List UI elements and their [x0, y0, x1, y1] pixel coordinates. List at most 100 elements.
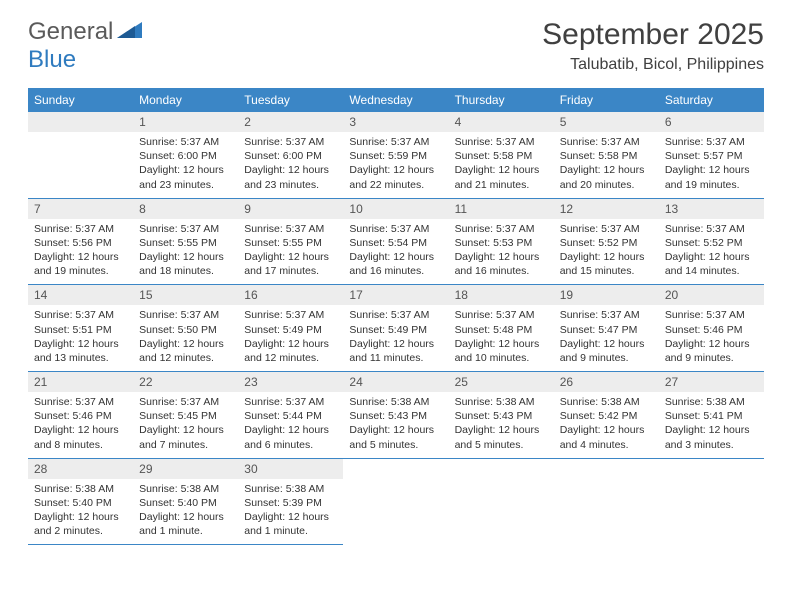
calendar-day-cell: 16Sunrise: 5:37 AMSunset: 5:49 PMDayligh…: [238, 285, 343, 372]
day-details: Sunrise: 5:37 AMSunset: 5:57 PMDaylight:…: [659, 132, 764, 198]
calendar-day-cell: 1Sunrise: 5:37 AMSunset: 6:00 PMDaylight…: [133, 112, 238, 198]
day-details: Sunrise: 5:37 AMSunset: 5:44 PMDaylight:…: [238, 392, 343, 458]
sunset-text: Sunset: 5:59 PM: [349, 149, 442, 163]
day-number: 14: [28, 285, 133, 305]
day-details: Sunrise: 5:37 AMSunset: 5:49 PMDaylight:…: [238, 305, 343, 371]
calendar-week-row: 7Sunrise: 5:37 AMSunset: 5:56 PMDaylight…: [28, 198, 764, 285]
weekday-header: Thursday: [449, 88, 554, 112]
daylight-text: Daylight: 12 hours and 16 minutes.: [349, 250, 442, 278]
sunrise-text: Sunrise: 5:38 AM: [349, 395, 442, 409]
calendar-day-cell: 27Sunrise: 5:38 AMSunset: 5:41 PMDayligh…: [659, 372, 764, 459]
daylight-text: Daylight: 12 hours and 16 minutes.: [455, 250, 548, 278]
sunset-text: Sunset: 5:49 PM: [349, 323, 442, 337]
sunset-text: Sunset: 5:50 PM: [139, 323, 232, 337]
sunrise-text: Sunrise: 5:37 AM: [455, 222, 548, 236]
calendar-day-cell: 28 Sunrise: 5:38 AMSunset: 5:40 PMDayligh…: [28, 458, 133, 545]
daylight-text: Daylight: 12 hours and 2 minutes.: [34, 510, 127, 538]
sunrise-text: Sunrise: 5:37 AM: [665, 308, 758, 322]
calendar-day-cell: 18Sunrise: 5:37 AMSunset: 5:48 PMDayligh…: [449, 285, 554, 372]
calendar-day-cell: 23Sunrise: 5:37 AMSunset: 5:44 PMDayligh…: [238, 372, 343, 459]
sunrise-text: Sunrise: 5:37 AM: [34, 222, 127, 236]
sunset-text: Sunset: 5:40 PM: [34, 496, 127, 510]
calendar-day-cell: 20Sunrise: 5:37 AMSunset: 5:46 PMDayligh…: [659, 285, 764, 372]
day-details: Sunrise: 5:38 AMSunset: 5:42 PMDaylight:…: [554, 392, 659, 458]
location: Talubatib, Bicol, Philippines: [542, 56, 764, 74]
daylight-text: Daylight: 12 hours and 3 minutes.: [665, 423, 758, 451]
day-number: 26: [554, 372, 659, 392]
daylight-text: Daylight: 12 hours and 19 minutes.: [665, 163, 758, 191]
calendar-day-cell: 21Sunrise: 5:37 AMSunset: 5:46 PMDayligh…: [28, 372, 133, 459]
sunrise-text: Sunrise: 5:38 AM: [455, 395, 548, 409]
day-number: 1: [133, 112, 238, 132]
sunrise-text: Sunrise: 5:38 AM: [560, 395, 653, 409]
day-number: 11: [449, 199, 554, 219]
day-details: Sunrise: 5:38 AMSunset: 5:41 PMDaylight:…: [659, 392, 764, 458]
sunset-text: Sunset: 5:44 PM: [244, 409, 337, 423]
day-number: 17: [343, 285, 448, 305]
weekday-header: Tuesday: [238, 88, 343, 112]
sunset-text: Sunset: 5:46 PM: [34, 409, 127, 423]
day-details: Sunrise: 5:37 AMSunset: 5:58 PMDaylight:…: [554, 132, 659, 198]
calendar-day-cell: [343, 458, 448, 545]
logo-word2: Blue: [28, 46, 76, 73]
weekday-header: Saturday: [659, 88, 764, 112]
day-details: Sunrise: 5:38 AMSunset: 5:43 PMDaylight:…: [343, 392, 448, 458]
calendar-day-cell: 2Sunrise: 5:37 AMSunset: 6:00 PMDaylight…: [238, 112, 343, 198]
day-details: Sunrise: 5:37 AMSunset: 5:45 PMDaylight:…: [133, 392, 238, 458]
sunset-text: Sunset: 5:52 PM: [665, 236, 758, 250]
logo-word1: General: [28, 18, 113, 46]
daylight-text: Daylight: 12 hours and 23 minutes.: [139, 163, 232, 191]
calendar-day-cell: 13Sunrise: 5:37 AMSunset: 5:52 PMDayligh…: [659, 198, 764, 285]
daylight-text: Daylight: 12 hours and 6 minutes.: [244, 423, 337, 451]
calendar-week-row: 28 Sunrise: 5:38 AMSunset: 5:40 PMDayligh…: [28, 458, 764, 545]
header: General September 2025 Talubatib, Bicol,…: [28, 18, 764, 74]
day-number: 12: [554, 199, 659, 219]
day-details: Sunrise: 5:37 AMSunset: 5:52 PMDaylight:…: [659, 219, 764, 285]
daylight-text: Daylight: 12 hours and 20 minutes.: [560, 163, 653, 191]
day-details: Sunrise: 5:37 AMSunset: 5:52 PMDaylight:…: [554, 219, 659, 285]
sunset-text: Sunset: 5:55 PM: [139, 236, 232, 250]
calendar-day-cell: 15Sunrise: 5:37 AMSunset: 5:50 PMDayligh…: [133, 285, 238, 372]
daylight-text: Daylight: 12 hours and 7 minutes.: [139, 423, 232, 451]
daylight-text: Daylight: 12 hours and 8 minutes.: [34, 423, 127, 451]
sunrise-text: Sunrise: 5:37 AM: [244, 308, 337, 322]
sunrise-text: Sunrise: 5:37 AM: [455, 308, 548, 322]
day-number: 13: [659, 199, 764, 219]
weekday-header: Wednesday: [343, 88, 448, 112]
day-number: 5: [554, 112, 659, 132]
daylight-text: Daylight: 12 hours and 10 minutes.: [455, 337, 548, 365]
day-number: 3: [343, 112, 448, 132]
daylight-text: Daylight: 12 hours and 11 minutes.: [349, 337, 442, 365]
day-details: Sunrise: 5:37 AMSunset: 5:55 PMDaylight:…: [238, 219, 343, 285]
day-details: Sunrise: 5:37 AMSunset: 5:47 PMDaylight:…: [554, 305, 659, 371]
month-title: September 2025: [542, 18, 764, 52]
sunrise-text: Sunrise: 5:37 AM: [665, 135, 758, 149]
calendar-week-row: 1Sunrise: 5:37 AMSunset: 6:00 PMDaylight…: [28, 112, 764, 198]
sunrise-text: Sunrise: 5:37 AM: [349, 308, 442, 322]
daylight-text: Daylight: 12 hours and 5 minutes.: [349, 423, 442, 451]
sunrise-text: Sunrise: 5:38 AM: [34, 482, 127, 496]
weekday-header-row: Sunday Monday Tuesday Wednesday Thursday…: [28, 88, 764, 112]
day-number: 18: [449, 285, 554, 305]
weekday-header: Monday: [133, 88, 238, 112]
day-number: 28: [28, 459, 133, 479]
day-number: 19: [554, 285, 659, 305]
calendar-day-cell: [659, 458, 764, 545]
calendar-table: Sunday Monday Tuesday Wednesday Thursday…: [28, 88, 764, 545]
sunrise-text: Sunrise: 5:37 AM: [34, 395, 127, 409]
sunrise-text: Sunrise: 5:37 AM: [139, 308, 232, 322]
daylight-text: Daylight: 12 hours and 17 minutes.: [244, 250, 337, 278]
empty-day: [28, 112, 133, 132]
day-number: 30: [238, 459, 343, 479]
daylight-text: Daylight: 12 hours and 23 minutes.: [244, 163, 337, 191]
day-details: Sunrise: 5:37 AMSunset: 5:48 PMDaylight:…: [449, 305, 554, 371]
sunrise-text: Sunrise: 5:37 AM: [34, 308, 127, 322]
sunrise-text: Sunrise: 5:37 AM: [455, 135, 548, 149]
day-details: Sunrise: 5:37 AMSunset: 5:51 PMDaylight:…: [28, 305, 133, 371]
day-details: Sunrise: 5:37 AMSunset: 5:50 PMDaylight:…: [133, 305, 238, 371]
day-number: 27: [659, 372, 764, 392]
calendar-day-cell: 22Sunrise: 5:37 AMSunset: 5:45 PMDayligh…: [133, 372, 238, 459]
calendar-day-cell: 7Sunrise: 5:37 AMSunset: 5:56 PMDaylight…: [28, 198, 133, 285]
day-number: 16: [238, 285, 343, 305]
sunset-text: Sunset: 5:39 PM: [244, 496, 337, 510]
